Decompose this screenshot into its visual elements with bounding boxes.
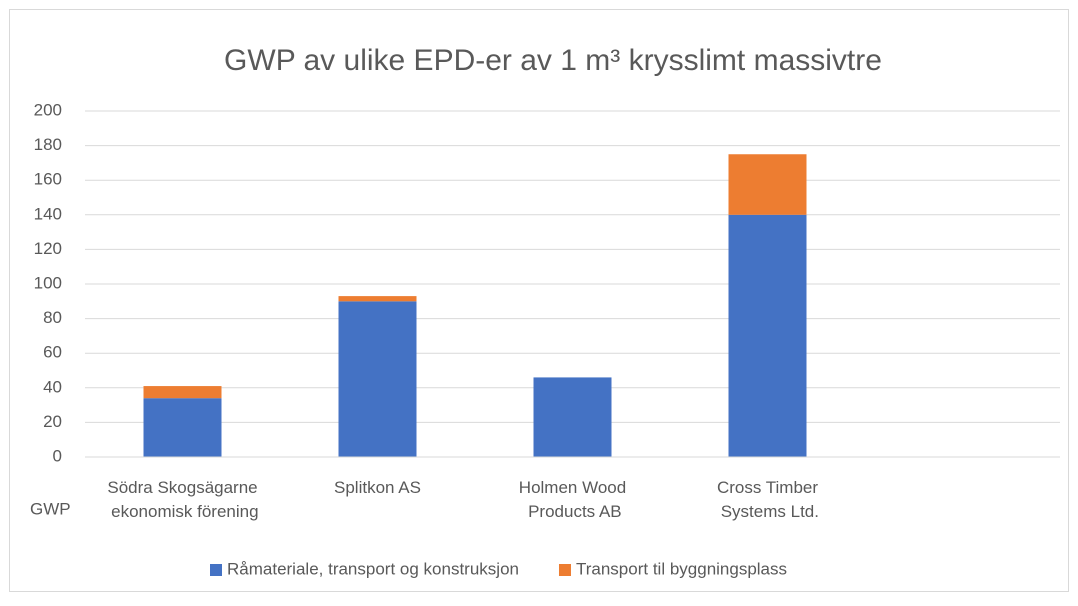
legend-label: Råmateriale, transport og konstruksjon xyxy=(227,559,519,578)
y-tick-label: 0 xyxy=(53,446,62,465)
y-tick-label: 60 xyxy=(43,343,62,362)
y-tick-label: 140 xyxy=(34,204,62,223)
legend-swatch xyxy=(210,564,222,576)
bar-segment xyxy=(728,154,807,215)
legend-label: Transport til byggningsplass xyxy=(576,559,787,578)
y-tick-label: 40 xyxy=(43,377,62,396)
bar-segment xyxy=(338,296,417,302)
y-tick-label: 120 xyxy=(34,239,62,258)
legend-swatch xyxy=(558,564,571,576)
y-tick-label: 20 xyxy=(43,412,62,431)
y-tick-label: 200 xyxy=(34,100,62,119)
x-tick-label: Splitkon AS xyxy=(334,478,421,497)
x-tick-label: Cross Timber Systems Ltd. xyxy=(716,478,819,521)
y-tick-label: 80 xyxy=(43,308,62,327)
bar-segment xyxy=(533,377,612,457)
y-tick-label: 180 xyxy=(34,135,62,154)
x-tick-label: Södra Skogsägarne ekonomisk förening xyxy=(106,478,258,521)
y-tick-label: 100 xyxy=(34,273,62,292)
x-tick-label: Holmen Wood Products AB xyxy=(519,478,626,521)
bar-segment xyxy=(143,386,222,399)
y-axis-title: GWP xyxy=(30,499,71,518)
bar-segment xyxy=(728,214,807,457)
y-tick-label: 160 xyxy=(34,170,62,189)
chart-title: GWP av ulike EPD-er av 1 m³ krysslimt ma… xyxy=(224,44,882,77)
bar-segment xyxy=(338,301,417,457)
chart-border xyxy=(9,9,1069,592)
bar-segment xyxy=(143,398,222,457)
